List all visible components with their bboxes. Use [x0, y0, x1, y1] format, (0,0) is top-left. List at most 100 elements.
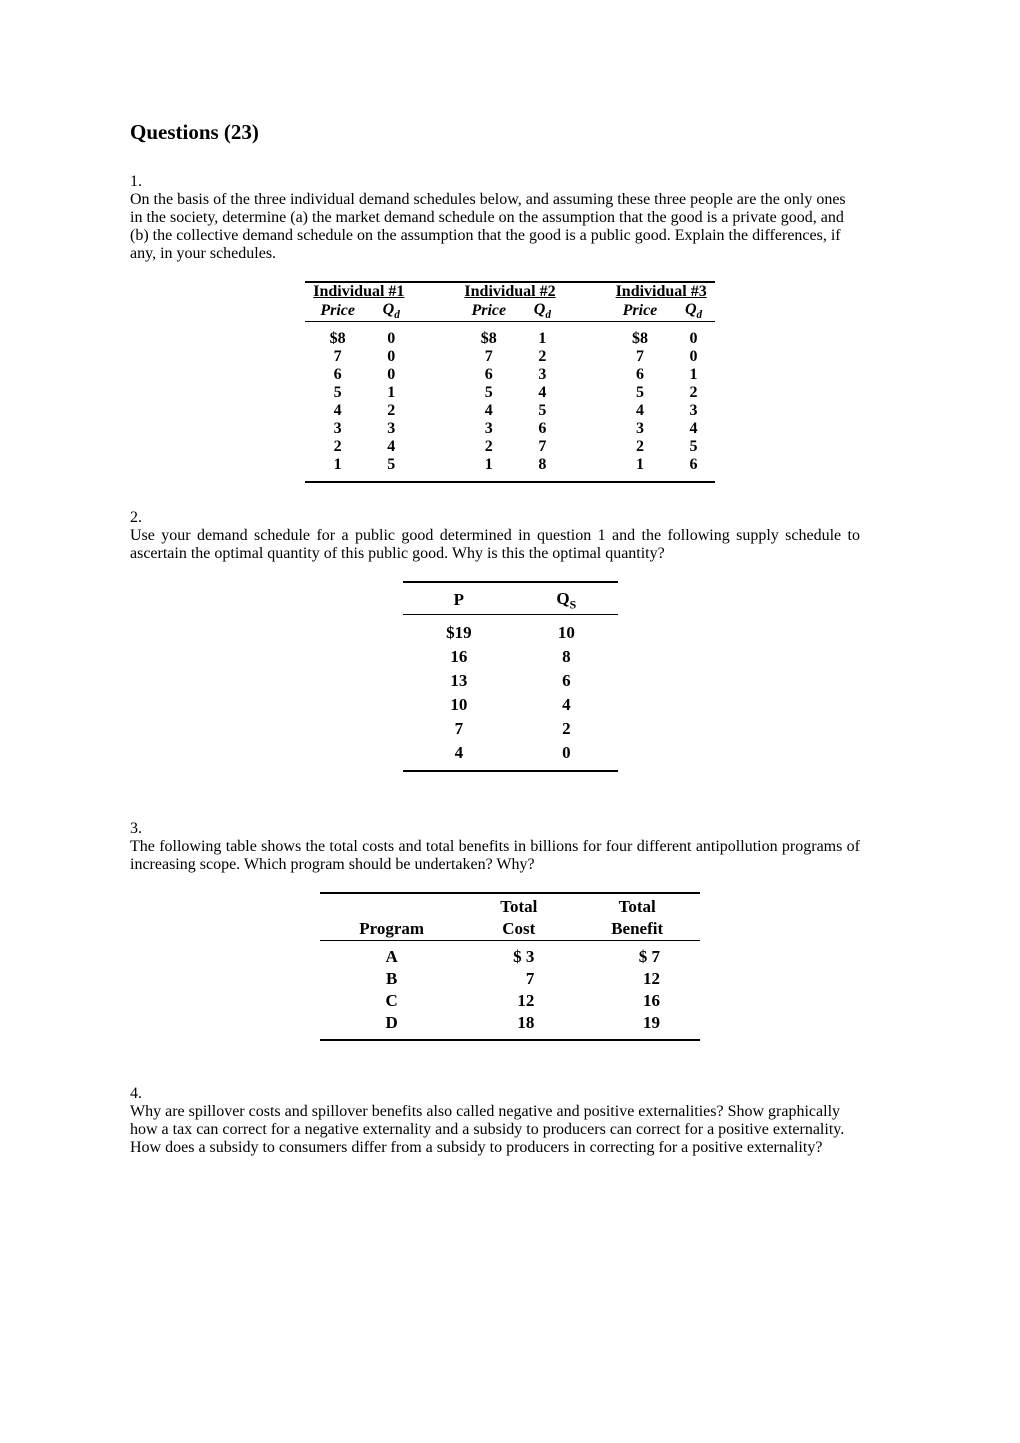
cell: 2	[305, 438, 370, 456]
cell: D	[320, 1012, 463, 1034]
cell: 8	[521, 456, 563, 474]
cell: 5	[370, 456, 412, 474]
cell: 3	[608, 420, 673, 438]
cell: 2	[370, 402, 412, 420]
cell: 0	[370, 366, 412, 384]
table-row: 151816	[305, 456, 714, 474]
cell: 6	[515, 669, 617, 693]
q4-number: 4.	[130, 1085, 158, 1103]
cell: 5	[521, 402, 563, 420]
cell: 4	[456, 402, 521, 420]
cell: $8	[456, 330, 521, 348]
cell: A	[320, 946, 463, 968]
program-table-wrap: Total Total Program Cost Benefit A$ 3$ 7…	[130, 892, 890, 1042]
cell: 4	[370, 438, 412, 456]
cell: 1	[521, 330, 563, 348]
table-row: 515452	[305, 384, 714, 402]
cell: 5	[608, 384, 673, 402]
cell: 7	[456, 348, 521, 366]
cell: 2	[672, 384, 714, 402]
table-row: 104	[403, 693, 618, 717]
cell: 4	[305, 402, 370, 420]
q3-number: 3.	[130, 820, 158, 838]
question-2: 2. Use your demand schedule for a public…	[130, 509, 890, 563]
cell: 8	[515, 645, 617, 669]
cell: 6	[608, 366, 673, 384]
page-title: Questions (23)	[130, 120, 890, 145]
cell: 2	[456, 438, 521, 456]
table-row: 136	[403, 669, 618, 693]
sub-header-price-2: Price	[456, 301, 521, 322]
supply-table: P QS $19101681361047240	[403, 581, 618, 772]
cell: $19	[403, 621, 516, 645]
group-header-1: Individual #1	[305, 283, 412, 301]
table-row: 72	[403, 717, 618, 741]
cell: 1	[305, 456, 370, 474]
cell: 19	[574, 1012, 700, 1034]
cell: 3	[456, 420, 521, 438]
q4-text: Why are spillover costs and spillover be…	[130, 1103, 860, 1157]
cell: 5	[456, 384, 521, 402]
program-header-tb1: Total	[574, 896, 700, 918]
sub-header-qd-2: Qd	[521, 301, 563, 322]
cell: 7	[463, 968, 574, 990]
cell: 3	[370, 420, 412, 438]
cell: 5	[305, 384, 370, 402]
demand-table-wrap: Individual #1 Individual #2 Individual #…	[130, 281, 890, 483]
supply-header-p: P	[403, 587, 516, 615]
program-header-tc1: Total	[463, 896, 574, 918]
sub-header-qd-1: Qd	[370, 301, 412, 322]
program-table: Total Total Program Cost Benefit A$ 3$ 7…	[320, 892, 700, 1042]
question-3: 3. The following table shows the total c…	[130, 820, 890, 874]
program-header-tb2: Benefit	[574, 918, 700, 941]
cell: 12	[574, 968, 700, 990]
supply-header-q: QS	[515, 587, 617, 615]
table-row: 606361	[305, 366, 714, 384]
sub-header-price-1: Price	[305, 301, 370, 322]
cell: 1	[370, 384, 412, 402]
cell: $8	[305, 330, 370, 348]
table-row: 333634	[305, 420, 714, 438]
table-row: B712	[320, 968, 700, 990]
cell: 2	[521, 348, 563, 366]
cell: 0	[370, 330, 412, 348]
q1-number: 1.	[130, 173, 158, 191]
cell: 3	[672, 402, 714, 420]
cell: 6	[456, 366, 521, 384]
table-row: 40	[403, 741, 618, 765]
cell: 4	[403, 741, 516, 765]
group-header-3: Individual #3	[608, 283, 715, 301]
cell: 4	[608, 402, 673, 420]
cell: 2	[608, 438, 673, 456]
cell: 7	[403, 717, 516, 741]
cell: 0	[672, 330, 714, 348]
question-4: 4. Why are spillover costs and spillover…	[130, 1085, 890, 1157]
cell: 4	[672, 420, 714, 438]
cell: 4	[521, 384, 563, 402]
table-row: $1910	[403, 621, 618, 645]
cell: 7	[305, 348, 370, 366]
program-header-program: Program	[320, 918, 463, 941]
q2-number: 2.	[130, 509, 158, 527]
cell: C	[320, 990, 463, 1012]
table-row: C1216	[320, 990, 700, 1012]
group-header-2: Individual #2	[456, 283, 563, 301]
cell: $8	[608, 330, 673, 348]
cell: 12	[463, 990, 574, 1012]
cell: 7	[521, 438, 563, 456]
cell: $ 7	[574, 946, 700, 968]
cell: 5	[672, 438, 714, 456]
cell: 0	[370, 348, 412, 366]
cell: 7	[608, 348, 673, 366]
cell: 1	[608, 456, 673, 474]
sub-header-price-3: Price	[608, 301, 673, 322]
table-row: $80$81$80	[305, 330, 714, 348]
question-1: 1. On the basis of the three individual …	[130, 173, 890, 263]
cell: B	[320, 968, 463, 990]
cell: 6	[521, 420, 563, 438]
cell: 4	[515, 693, 617, 717]
q2-text: Use your demand schedule for a public go…	[130, 527, 860, 563]
cell: 0	[672, 348, 714, 366]
cell: 10	[515, 621, 617, 645]
cell: 18	[463, 1012, 574, 1034]
